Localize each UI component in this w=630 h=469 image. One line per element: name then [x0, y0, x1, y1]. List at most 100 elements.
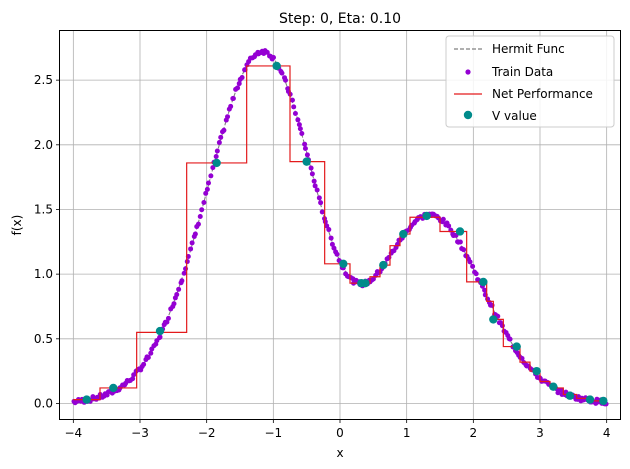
y-tick-label-2: 1.0	[34, 267, 53, 281]
v-value-point	[585, 395, 595, 404]
train-point	[148, 350, 154, 356]
train-point	[210, 165, 216, 171]
v-value-point	[479, 277, 488, 287]
train-point	[145, 355, 151, 361]
train-point	[204, 186, 210, 192]
v-value-point	[422, 211, 431, 221]
x-tick-label-6: 2	[470, 426, 478, 440]
train-point	[316, 195, 322, 201]
train-point	[171, 301, 177, 307]
y-tick-label-5: 2.5	[34, 73, 53, 87]
y-tick-label-0: 0.0	[34, 396, 53, 410]
train-point	[308, 165, 314, 171]
train-point	[221, 127, 227, 133]
legend-net-label: Net Performance	[492, 87, 593, 101]
legend-v-swatch	[463, 110, 473, 120]
legend-train-label: Train Data	[491, 65, 553, 79]
v-value-point	[379, 260, 388, 270]
v-value-point	[489, 315, 498, 324]
train-point	[302, 146, 308, 152]
train-point	[174, 292, 180, 298]
x-tick-label-5: 1	[403, 426, 411, 440]
train-point	[311, 178, 317, 184]
train-point	[203, 190, 209, 196]
chart-title: Step: 0, Eta: 0.10	[279, 11, 401, 27]
train-point	[291, 104, 297, 110]
train-point	[197, 213, 203, 219]
train-point	[446, 223, 452, 229]
train-point	[225, 114, 231, 120]
train-point	[295, 117, 301, 123]
v-value-point	[361, 279, 370, 288]
train-point	[473, 271, 479, 277]
v-value-point	[532, 366, 541, 376]
v-value-point	[549, 382, 558, 391]
train-point	[319, 209, 325, 215]
train-point	[440, 216, 446, 222]
train-point	[236, 81, 242, 87]
y-tick-label-1: 0.5	[34, 332, 53, 346]
v-value-point	[155, 326, 165, 336]
train-point	[457, 239, 463, 245]
train-point	[130, 376, 136, 382]
train-point	[271, 55, 276, 61]
train-point	[184, 259, 190, 265]
train-point	[179, 278, 185, 284]
train-point	[326, 227, 332, 233]
train-point	[324, 223, 330, 229]
x-axis-label: x	[336, 446, 343, 460]
train-point	[192, 231, 198, 237]
v-value-point	[109, 383, 118, 393]
train-point	[189, 240, 195, 246]
train-point	[235, 85, 241, 91]
x-tick-label-4: 0	[336, 426, 344, 440]
v-value-point	[512, 342, 521, 351]
train-point	[318, 200, 324, 206]
legend-box	[445, 35, 615, 128]
v-value-point	[272, 61, 281, 71]
x-tick-label-0: −4	[64, 426, 82, 440]
train-point	[470, 263, 476, 269]
v-value-point	[212, 158, 221, 168]
train-point	[165, 315, 171, 321]
legend-train-swatch	[465, 69, 471, 75]
train-point	[181, 270, 187, 276]
train-point	[289, 97, 295, 103]
x-tick-label-8: 4	[603, 426, 611, 440]
v-value-point	[565, 391, 575, 400]
train-point	[228, 103, 234, 109]
train-point	[304, 152, 310, 158]
train-point	[208, 173, 214, 179]
train-point	[309, 171, 315, 177]
train-point	[312, 183, 318, 189]
train-point	[183, 266, 189, 272]
train-point	[467, 259, 473, 265]
y-axis-label: f(x)	[10, 215, 24, 236]
train-point	[314, 187, 320, 193]
train-point	[331, 245, 337, 251]
train-point	[558, 387, 564, 393]
train-point	[131, 372, 137, 378]
train-point	[461, 247, 467, 253]
train-point	[328, 235, 334, 241]
train-point	[264, 49, 270, 55]
train-point	[334, 251, 340, 257]
x-tick-label-7: 3	[536, 426, 544, 440]
x-tick-label-1: −3	[131, 426, 149, 440]
train-point	[519, 355, 525, 361]
train-point	[199, 207, 205, 213]
train-point	[213, 154, 219, 159]
train-point	[507, 336, 513, 342]
x-axis-ticks: −4 −3 −2 −1 0 1 2 3 4	[64, 419, 610, 440]
train-point	[188, 246, 194, 252]
x-tick-label-2: −2	[198, 426, 216, 440]
train-point	[205, 180, 211, 186]
v-value-series	[82, 61, 608, 406]
train-point	[141, 361, 147, 367]
y-tick-label-3: 1.5	[34, 202, 53, 216]
v-value-point	[399, 229, 408, 239]
train-point	[239, 74, 245, 80]
train-point	[329, 241, 335, 247]
train-point	[283, 77, 289, 83]
